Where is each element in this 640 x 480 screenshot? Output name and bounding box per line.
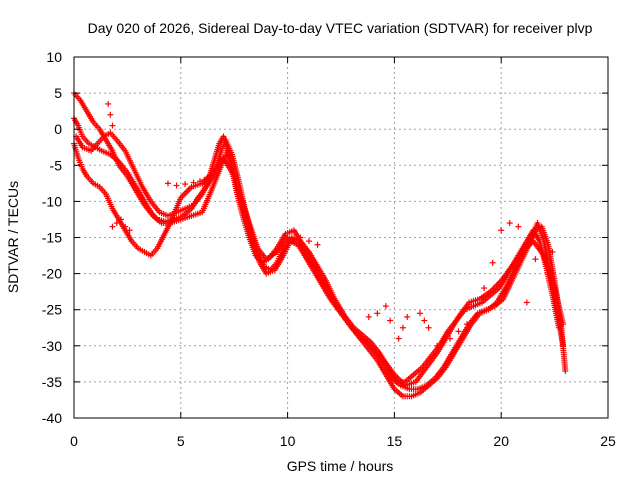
data-point bbox=[417, 310, 424, 317]
data-point bbox=[201, 176, 208, 183]
data-point bbox=[562, 368, 569, 375]
y-tick-label: -25 bbox=[42, 302, 62, 318]
data-point bbox=[446, 335, 453, 342]
x-tick-label: 0 bbox=[70, 433, 78, 449]
data-point bbox=[404, 313, 411, 320]
data-point bbox=[182, 181, 189, 188]
data-point bbox=[107, 111, 114, 118]
data-point bbox=[365, 313, 372, 320]
y-tick-label: -35 bbox=[42, 374, 62, 390]
data-point bbox=[297, 234, 304, 241]
data-point bbox=[472, 313, 479, 320]
data-point bbox=[481, 285, 488, 292]
data-point bbox=[555, 324, 562, 331]
y-tick-label: -20 bbox=[42, 266, 62, 282]
data-point bbox=[109, 122, 116, 129]
chart-title: Day 020 of 2026, Sidereal Day-to-day VTE… bbox=[88, 20, 593, 36]
data-point bbox=[523, 299, 530, 306]
data-point bbox=[382, 303, 389, 310]
data-point bbox=[395, 335, 402, 342]
data-marks bbox=[71, 90, 569, 400]
series-fragments bbox=[105, 100, 556, 349]
data-point bbox=[105, 100, 112, 107]
x-tick-label: 20 bbox=[493, 433, 509, 449]
data-point bbox=[387, 317, 394, 324]
data-point bbox=[109, 223, 116, 230]
x-tick-label: 15 bbox=[387, 433, 403, 449]
y-tick-label: -10 bbox=[42, 193, 62, 209]
data-point bbox=[425, 324, 432, 331]
y-tick-label: -5 bbox=[50, 157, 63, 173]
data-point bbox=[122, 223, 129, 230]
series-track-c bbox=[73, 129, 562, 385]
y-tick-label: 0 bbox=[54, 121, 62, 137]
data-point bbox=[560, 321, 567, 328]
x-tick-label: 10 bbox=[280, 433, 296, 449]
data-point bbox=[190, 179, 197, 186]
data-point bbox=[434, 342, 441, 349]
x-tick-label: 25 bbox=[600, 433, 616, 449]
data-point bbox=[305, 238, 312, 245]
data-point bbox=[173, 182, 180, 189]
axis-ticks: 10 5 0 -5 -10 -15 -20 -25 -30 -35 -40 0 5 10 15 20 25 bbox=[42, 49, 616, 449]
series-track-a bbox=[71, 115, 569, 393]
data-point bbox=[560, 342, 567, 349]
y-tick-label: -15 bbox=[42, 230, 62, 246]
data-point bbox=[164, 180, 171, 187]
x-axis-label: GPS time / hours bbox=[287, 458, 394, 474]
data-point bbox=[489, 259, 496, 266]
data-point bbox=[197, 178, 204, 185]
data-point bbox=[506, 220, 513, 227]
series-track-d bbox=[71, 140, 567, 389]
data-point bbox=[549, 248, 556, 255]
y-tick-label: 5 bbox=[54, 85, 62, 101]
x-tick-label: 5 bbox=[177, 433, 185, 449]
y-tick-label: 10 bbox=[46, 49, 62, 65]
y-tick-label: -30 bbox=[42, 338, 62, 354]
data-point bbox=[126, 227, 133, 234]
data-point bbox=[113, 220, 120, 227]
data-point bbox=[440, 339, 447, 346]
data-point bbox=[464, 321, 471, 328]
data-point bbox=[314, 241, 321, 248]
data-point bbox=[117, 216, 124, 223]
data-point bbox=[374, 310, 381, 317]
y-tick-label: -40 bbox=[42, 410, 62, 426]
data-point bbox=[498, 227, 505, 234]
data-point bbox=[540, 234, 547, 241]
data-point bbox=[421, 317, 428, 324]
y-axis-label: SDTVAR / TECUs bbox=[5, 181, 21, 293]
data-point bbox=[515, 223, 522, 230]
data-point bbox=[399, 324, 406, 331]
data-point bbox=[532, 256, 539, 263]
data-point bbox=[455, 328, 462, 335]
